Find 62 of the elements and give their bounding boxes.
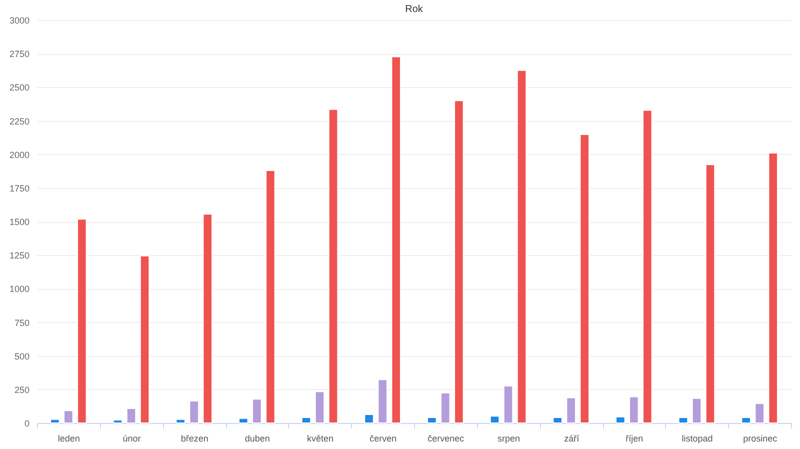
bar bbox=[768, 152, 778, 424]
y-tick-label: 3000 bbox=[9, 16, 30, 26]
y-tick-label: 1250 bbox=[9, 250, 30, 261]
x-tick-label: leden bbox=[58, 434, 80, 444]
x-tick-label: květen bbox=[306, 434, 334, 444]
bar bbox=[314, 391, 325, 424]
bar bbox=[238, 418, 248, 424]
y-tick-label: 2750 bbox=[9, 49, 30, 60]
bar bbox=[503, 386, 514, 424]
bar bbox=[642, 110, 652, 424]
bar bbox=[64, 410, 74, 424]
bar bbox=[754, 403, 764, 424]
bar bbox=[440, 392, 450, 424]
x-tick-label: srpen bbox=[497, 434, 520, 444]
y-tick-label: 250 bbox=[14, 384, 30, 395]
bar bbox=[580, 134, 590, 424]
bar bbox=[552, 416, 562, 424]
bar bbox=[252, 398, 262, 424]
bar bbox=[112, 420, 123, 424]
bar bbox=[454, 100, 464, 424]
x-tick-label: prosinec bbox=[743, 434, 778, 444]
y-tick-label: 2500 bbox=[9, 82, 30, 93]
bar bbox=[741, 416, 751, 424]
bar bbox=[202, 214, 212, 424]
bar bbox=[364, 414, 374, 424]
bar bbox=[77, 218, 87, 424]
x-tick-label: září bbox=[564, 434, 580, 444]
x-tick-label: červen bbox=[370, 434, 397, 444]
bar bbox=[516, 70, 527, 424]
y-tick-label: 1750 bbox=[9, 183, 30, 194]
bar bbox=[427, 416, 437, 424]
bar bbox=[490, 416, 500, 424]
bar bbox=[50, 418, 60, 424]
bar bbox=[692, 398, 702, 424]
bar bbox=[176, 418, 186, 424]
bar bbox=[140, 255, 150, 424]
bar bbox=[301, 416, 312, 424]
x-tick-label: únor bbox=[122, 434, 141, 444]
bar bbox=[328, 108, 338, 424]
x-tick-label: listopad bbox=[682, 434, 713, 444]
y-tick-label: 2000 bbox=[9, 150, 30, 160]
y-tick-label: 1000 bbox=[9, 284, 30, 294]
bar bbox=[705, 164, 716, 424]
x-tick-label: červenec bbox=[428, 434, 465, 444]
bar bbox=[629, 396, 639, 424]
bar bbox=[266, 170, 276, 424]
y-tick-label: 2250 bbox=[9, 116, 30, 126]
bar bbox=[566, 397, 576, 424]
bar bbox=[616, 416, 626, 424]
chart-title: Rok bbox=[405, 4, 424, 15]
bar bbox=[189, 400, 199, 424]
bar bbox=[678, 416, 688, 424]
bar bbox=[378, 379, 388, 424]
y-tick-label: 0 bbox=[24, 418, 30, 428]
bar bbox=[126, 408, 136, 424]
y-tick-label: 750 bbox=[14, 318, 30, 328]
x-tick-label: březen bbox=[180, 434, 208, 444]
y-tick-label: 1500 bbox=[9, 217, 30, 227]
x-tick-label: říjen bbox=[626, 434, 644, 444]
x-tick-label: duben bbox=[244, 434, 270, 444]
bar bbox=[391, 56, 401, 424]
y-tick-label: 500 bbox=[14, 351, 30, 362]
